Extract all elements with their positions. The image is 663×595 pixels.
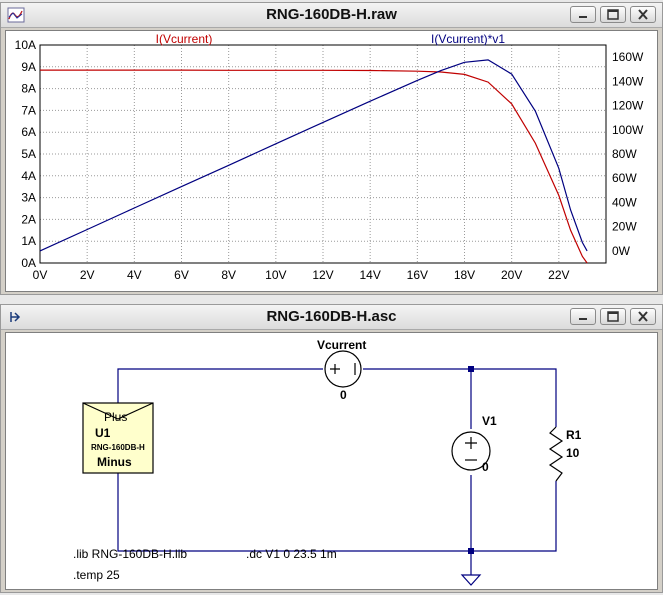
- x-tick-label: 8V: [221, 268, 236, 282]
- wire-top-left[interactable]: [117, 368, 323, 413]
- y-tick-label-right: 160W: [612, 50, 644, 64]
- y-tick-label-left: 7A: [21, 103, 36, 117]
- schematic-wires: [82, 350, 564, 586]
- r1-name: R1: [566, 428, 582, 442]
- schematic-window-title: RNG-160DB-H.asc: [266, 308, 397, 325]
- schematic-editor-icon: [10, 312, 21, 322]
- r1-resistor-symbol[interactable]: [548, 426, 564, 482]
- y-tick-label-right: 40W: [612, 195, 637, 209]
- x-tick-label: 0V: [33, 268, 48, 282]
- vcurrent-value: 0: [340, 388, 347, 402]
- u1-plus-label: Plus: [104, 410, 128, 424]
- u1-ref-label: U1: [95, 426, 111, 440]
- x-tick-label: 22V: [548, 268, 569, 282]
- minimize-button[interactable]: [570, 6, 596, 23]
- junction-dot: [468, 548, 474, 554]
- maximize-icon: [607, 9, 619, 20]
- y-tick-label-right: 0W: [612, 244, 631, 258]
- y-tick-label-left: 9A: [21, 60, 36, 74]
- lib-directive[interactable]: .lib RNG-160DB-H.lib: [73, 547, 188, 561]
- x-tick-label: 2V: [80, 268, 95, 282]
- y-tick-label-right: 140W: [612, 74, 644, 88]
- dc-directive[interactable]: .dc V1 0 23.5 1m: [246, 547, 337, 561]
- series-line: [40, 69, 588, 264]
- x-tick-label: 12V: [312, 268, 333, 282]
- x-tick-label: 20V: [501, 268, 522, 282]
- vcurrent-source-symbol[interactable]: [324, 350, 362, 388]
- ground-symbol[interactable]: [460, 574, 482, 586]
- schematic-canvas[interactable]: Plus U1 RNG-160DB-H Minus Vcurrent 0 V1 …: [5, 332, 658, 590]
- y-tick-label-left: 2A: [21, 212, 36, 226]
- schematic-window: RNG-160DB-H.asc: [0, 304, 663, 593]
- u1-block[interactable]: [82, 402, 154, 474]
- temp-directive[interactable]: .temp 25: [73, 568, 120, 582]
- y-tick-label-left: 4A: [21, 169, 36, 183]
- x-tick-label: 10V: [265, 268, 286, 282]
- waveform-plot[interactable]: 0A 1A 2A 3A 4A 5A 6A 7A 8A 9A 10A 0W 20W 40W 60W 80W 100…: [6, 31, 659, 291]
- waveform-viewer-icon: [7, 7, 25, 23]
- y-tick-label-right: 20W: [612, 220, 637, 234]
- y-tick-label-left: 8A: [21, 82, 36, 96]
- plot-frame: [39, 44, 607, 264]
- v1-source-symbol[interactable]: [451, 431, 491, 471]
- maximize-button[interactable]: [600, 308, 626, 325]
- minimize-icon: [579, 318, 587, 320]
- plot-area[interactable]: 0A 1A 2A 3A 4A 5A 6A 7A 8A 9A 10A 0W 20W 40W 60W 80W 100…: [5, 30, 658, 292]
- x-tick-label: 6V: [174, 268, 189, 282]
- y-tick-label-left: 5A: [21, 147, 36, 161]
- schematic-window-titlebar[interactable]: RNG-160DB-H.asc: [1, 305, 662, 330]
- close-button[interactable]: [630, 308, 656, 325]
- close-button[interactable]: [630, 6, 656, 23]
- plot-window-title: RNG-160DB-H.raw: [266, 6, 397, 23]
- y-tick-label-right: 100W: [612, 123, 644, 137]
- x-tick-label: 14V: [359, 268, 380, 282]
- maximize-icon: [607, 311, 619, 322]
- series-line: [39, 59, 588, 252]
- minimize-button[interactable]: [570, 308, 596, 325]
- junction-dot: [468, 366, 474, 372]
- x-tick-label: 16V: [407, 268, 428, 282]
- y-tick-label-left: 6A: [21, 125, 36, 139]
- close-icon: [638, 9, 648, 20]
- v1-name: V1: [482, 414, 497, 428]
- y-tick-label-left: 0A: [21, 256, 36, 270]
- v1-value: 0: [482, 460, 489, 474]
- close-icon: [638, 311, 648, 322]
- y-tick-label-right: 80W: [612, 147, 637, 161]
- u1-model-label: RNG-160DB-H: [91, 443, 145, 452]
- y-tick-label-left: 3A: [21, 191, 36, 205]
- legend-label: I(Vcurrent): [156, 32, 213, 46]
- minimize-icon: [579, 16, 587, 18]
- legend-label: I(Vcurrent)*v1: [431, 32, 505, 46]
- wire-loop-right[interactable]: [117, 368, 557, 552]
- plot-window-titlebar[interactable]: RNG-160DB-H.raw: [1, 3, 662, 28]
- y-tick-label-right: 60W: [612, 171, 637, 185]
- x-tick-label: 18V: [454, 268, 475, 282]
- y-tick-label-left: 1A: [21, 234, 36, 248]
- r1-value: 10: [566, 446, 580, 460]
- plot-window: RNG-160DB-H.raw 0A 1A 2A 3A 4A 5A 6A 7A 8A 9A 10A 0…: [0, 2, 663, 295]
- vcurrent-name: Vcurrent: [317, 338, 367, 352]
- x-tick-label: 4V: [127, 268, 142, 282]
- u1-minus-label: Minus: [97, 455, 132, 469]
- y-tick-label-left: 10A: [15, 38, 36, 52]
- maximize-button[interactable]: [600, 6, 626, 23]
- y-tick-label-right: 120W: [612, 99, 644, 113]
